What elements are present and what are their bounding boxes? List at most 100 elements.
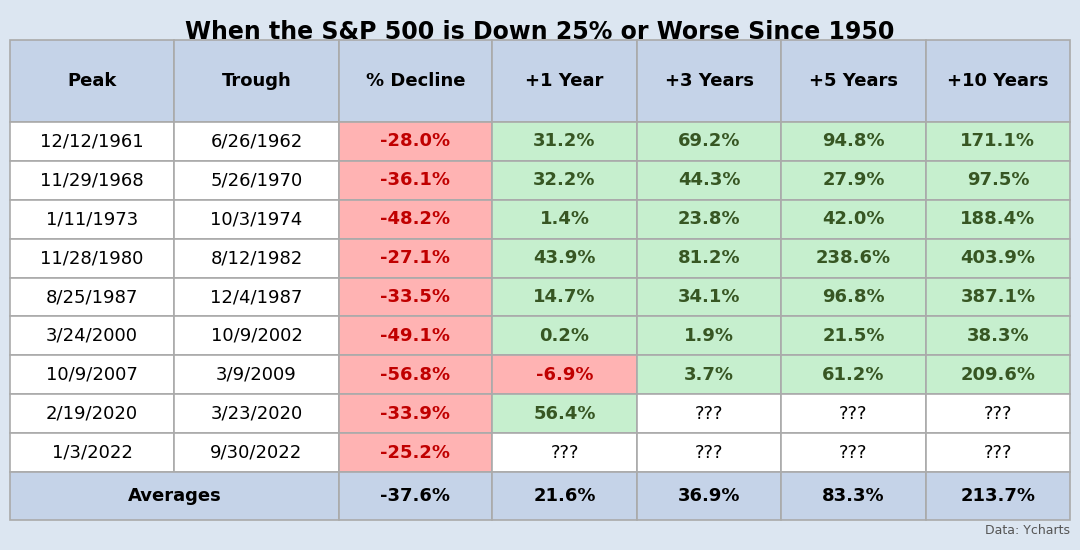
Bar <box>926 433 1070 472</box>
Bar <box>339 122 492 161</box>
Text: ???: ??? <box>984 405 1012 422</box>
Bar <box>781 355 926 394</box>
Bar <box>637 122 781 161</box>
Bar <box>637 239 781 278</box>
Text: 238.6%: 238.6% <box>815 249 891 267</box>
Bar <box>926 40 1070 122</box>
Bar <box>926 122 1070 161</box>
Bar <box>492 161 637 200</box>
Bar <box>637 355 781 394</box>
Text: -48.2%: -48.2% <box>380 210 450 228</box>
Bar <box>492 355 637 394</box>
Text: 171.1%: 171.1% <box>960 133 1036 151</box>
Bar <box>10 472 339 520</box>
Text: Peak: Peak <box>67 72 117 90</box>
Text: ???: ??? <box>839 405 867 422</box>
Text: 10/3/1974: 10/3/1974 <box>211 210 302 228</box>
Text: 213.7%: 213.7% <box>960 487 1036 505</box>
Text: +5 Years: +5 Years <box>809 72 897 90</box>
Bar <box>174 278 339 316</box>
Text: 97.5%: 97.5% <box>967 172 1029 189</box>
Text: -33.9%: -33.9% <box>380 405 450 422</box>
Text: 10/9/2007: 10/9/2007 <box>46 366 138 384</box>
Bar <box>339 316 492 355</box>
Bar <box>637 200 781 239</box>
Text: +3 Years: +3 Years <box>664 72 754 90</box>
Bar <box>781 472 926 520</box>
Text: Averages: Averages <box>127 487 221 505</box>
Bar <box>492 472 637 520</box>
Text: Trough: Trough <box>221 72 292 90</box>
Text: 6/26/1962: 6/26/1962 <box>211 133 302 151</box>
Bar <box>10 316 174 355</box>
Text: 0.2%: 0.2% <box>540 327 590 345</box>
Bar <box>926 355 1070 394</box>
Text: 27.9%: 27.9% <box>822 172 885 189</box>
Bar <box>174 355 339 394</box>
Bar <box>926 239 1070 278</box>
Text: 44.3%: 44.3% <box>678 172 740 189</box>
Bar <box>492 316 637 355</box>
Bar <box>10 239 174 278</box>
Bar <box>637 278 781 316</box>
Text: 56.4%: 56.4% <box>534 405 596 422</box>
Text: +1 Year: +1 Year <box>525 72 604 90</box>
Text: 9/30/2022: 9/30/2022 <box>211 443 302 461</box>
Text: When the S&P 500 is Down 25% or Worse Since 1950: When the S&P 500 is Down 25% or Worse Si… <box>186 20 894 44</box>
Bar <box>339 200 492 239</box>
Bar <box>10 200 174 239</box>
Text: 1.9%: 1.9% <box>684 327 734 345</box>
Text: 32.2%: 32.2% <box>534 172 596 189</box>
Bar <box>174 161 339 200</box>
Bar <box>926 394 1070 433</box>
Bar <box>492 122 637 161</box>
Text: 8/25/1987: 8/25/1987 <box>46 288 138 306</box>
Bar <box>781 200 926 239</box>
Bar <box>10 278 174 316</box>
Bar <box>492 433 637 472</box>
Bar <box>637 433 781 472</box>
Bar <box>492 394 637 433</box>
Bar <box>781 40 926 122</box>
Bar <box>926 278 1070 316</box>
Bar <box>492 40 637 122</box>
Text: 1/3/2022: 1/3/2022 <box>52 443 133 461</box>
Text: 14.7%: 14.7% <box>534 288 596 306</box>
Text: 8/12/1982: 8/12/1982 <box>211 249 302 267</box>
Text: ???: ??? <box>984 443 1012 461</box>
Text: 188.4%: 188.4% <box>960 210 1036 228</box>
Bar <box>174 200 339 239</box>
Bar <box>10 433 174 472</box>
Bar <box>339 278 492 316</box>
Bar <box>339 433 492 472</box>
Text: 42.0%: 42.0% <box>822 210 885 228</box>
Text: 10/9/2002: 10/9/2002 <box>211 327 302 345</box>
Text: 209.6%: 209.6% <box>960 366 1036 384</box>
Text: 96.8%: 96.8% <box>822 288 885 306</box>
Text: 34.1%: 34.1% <box>678 288 740 306</box>
Bar <box>637 40 781 122</box>
Bar <box>339 161 492 200</box>
Bar <box>492 239 637 278</box>
Bar <box>10 355 174 394</box>
Text: 31.2%: 31.2% <box>534 133 596 151</box>
Bar <box>492 200 637 239</box>
Bar <box>339 40 492 122</box>
Bar <box>637 161 781 200</box>
Text: -6.9%: -6.9% <box>536 366 593 384</box>
Text: 69.2%: 69.2% <box>678 133 740 151</box>
Text: Data: Ycharts: Data: Ycharts <box>985 524 1070 537</box>
Text: ???: ??? <box>839 443 867 461</box>
Text: -56.8%: -56.8% <box>380 366 450 384</box>
Bar <box>339 472 492 520</box>
Text: 3/24/2000: 3/24/2000 <box>46 327 138 345</box>
Bar <box>781 316 926 355</box>
Text: -49.1%: -49.1% <box>380 327 450 345</box>
Bar <box>637 394 781 433</box>
Text: 12/12/1961: 12/12/1961 <box>40 133 144 151</box>
Text: ???: ??? <box>694 405 724 422</box>
Text: 38.3%: 38.3% <box>967 327 1029 345</box>
Bar <box>781 278 926 316</box>
Text: 83.3%: 83.3% <box>822 487 885 505</box>
Bar <box>174 40 339 122</box>
